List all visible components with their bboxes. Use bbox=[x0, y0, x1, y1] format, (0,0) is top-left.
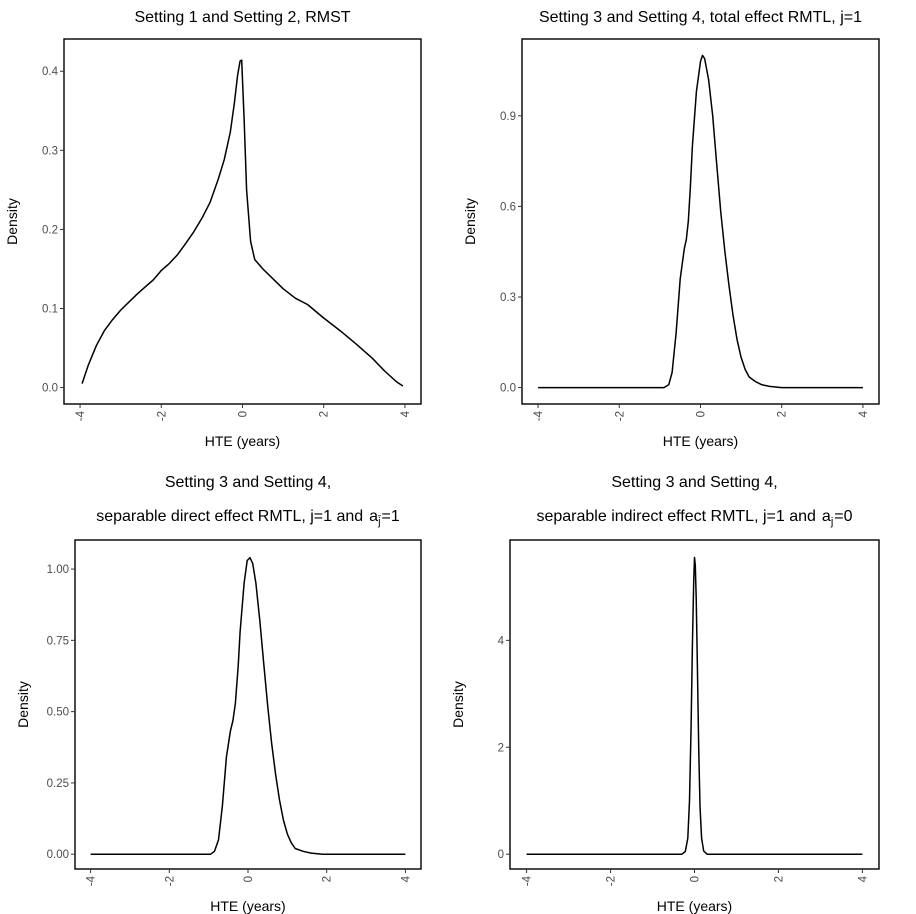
y-tick-label: 2 bbox=[498, 742, 504, 754]
subtitle-suffix: =0 bbox=[834, 508, 852, 525]
chart-title: Setting 1 and Setting 2, RMST bbox=[134, 9, 350, 26]
x-tick-label: 0 bbox=[690, 876, 702, 882]
x-tick-label: -4 bbox=[533, 410, 545, 421]
y-tick-label: 0 bbox=[498, 849, 504, 861]
y-tick-label: 0.3 bbox=[42, 145, 58, 157]
chart-panel-4: Setting 3 and Setting 4, separable indire… bbox=[450, 474, 880, 914]
subtitle-text: separable direct effect RMTL, j=1 and bbox=[96, 508, 363, 525]
y-tick-label: 1.00 bbox=[47, 564, 69, 576]
x-tick-label: -4 bbox=[522, 875, 534, 886]
x-tick-label: -2 bbox=[164, 876, 176, 886]
x-tick-label: -2 bbox=[606, 876, 618, 886]
y-tick-label: 0.9 bbox=[500, 111, 516, 123]
chart-title: Setting 3 and Setting 4, total effect RM… bbox=[539, 9, 862, 26]
density-curve bbox=[81, 59, 404, 387]
panel-border bbox=[509, 539, 880, 870]
panel-border bbox=[74, 539, 422, 870]
x-tick-label: 4 bbox=[858, 410, 870, 417]
y-axis-title: Density bbox=[4, 198, 20, 245]
x-axis-title: HTE (years) bbox=[210, 898, 285, 914]
x-tick-label: 2 bbox=[773, 876, 785, 882]
x-axis-title: HTE (years) bbox=[205, 433, 280, 449]
subtitle-symbol: a bbox=[369, 508, 378, 525]
density-curve bbox=[90, 556, 406, 855]
y-axis-title: Density bbox=[15, 681, 31, 728]
subtitle-symbol: a bbox=[822, 508, 831, 525]
x-tick-label: 4 bbox=[857, 875, 869, 882]
chart-panel-2: Setting 3 and Setting 4, total effect RM… bbox=[462, 9, 880, 449]
y-tick-label: 0.1 bbox=[42, 303, 58, 315]
y-tick-label: 0.3 bbox=[500, 292, 516, 304]
panel-border bbox=[521, 38, 880, 405]
x-tick-label: -4 bbox=[75, 410, 87, 421]
y-tick-label: 0.25 bbox=[47, 778, 69, 790]
x-tick-label: 0 bbox=[243, 876, 255, 882]
y-tick-label: 0.75 bbox=[47, 635, 69, 647]
subtitle-subscript: j̄ bbox=[377, 515, 381, 528]
chart-title: Setting 3 and Setting 4, bbox=[165, 474, 331, 491]
x-tick-label: -2 bbox=[156, 411, 168, 421]
chart-subtitle: separable direct effect RMTL, j=1 and aj̄… bbox=[96, 508, 400, 528]
y-axis-title: Density bbox=[450, 681, 466, 728]
x-tick-label: -2 bbox=[614, 411, 626, 421]
x-tick-label: 4 bbox=[400, 410, 412, 417]
density-curve bbox=[526, 556, 863, 855]
density-curve bbox=[538, 54, 863, 389]
chart-panel-1: Setting 1 and Setting 2, RMST 0.0 0.1 0.2 0.… bbox=[4, 9, 422, 449]
y-tick-label: 4 bbox=[498, 635, 505, 647]
x-tick-label: -4 bbox=[86, 875, 98, 886]
y-tick-label: 0.2 bbox=[42, 224, 58, 236]
chart-panel-3: Setting 3 and Setting 4, separable direct… bbox=[15, 474, 422, 914]
y-tick-label: 0.50 bbox=[47, 707, 69, 719]
y-tick-label: 0.4 bbox=[42, 66, 59, 78]
x-axis-title: HTE (years) bbox=[663, 433, 738, 449]
x-tick-label: 2 bbox=[322, 876, 334, 882]
subtitle-suffix: =1 bbox=[382, 508, 400, 525]
chart-subtitle: separable indirect effect RMTL, j=1 and a… bbox=[536, 508, 852, 528]
x-tick-label: 2 bbox=[319, 411, 331, 417]
x-tick-label: 4 bbox=[400, 875, 412, 882]
x-tick-label: 0 bbox=[696, 411, 708, 417]
y-tick-label: 0.00 bbox=[47, 849, 69, 861]
x-tick-label: 2 bbox=[777, 411, 789, 417]
y-tick-label: 0.6 bbox=[500, 201, 516, 213]
x-axis-title: HTE (years) bbox=[657, 898, 732, 914]
subtitle-subscript: j bbox=[830, 516, 833, 528]
y-tick-label: 0.0 bbox=[500, 383, 516, 395]
chart-title: Setting 3 and Setting 4, bbox=[611, 474, 777, 491]
y-tick-label: 0.0 bbox=[42, 383, 58, 395]
x-tick-label: 0 bbox=[238, 411, 250, 417]
subtitle-text: separable indirect effect RMTL, j=1 and bbox=[536, 508, 815, 525]
y-axis-title: Density bbox=[462, 198, 478, 245]
